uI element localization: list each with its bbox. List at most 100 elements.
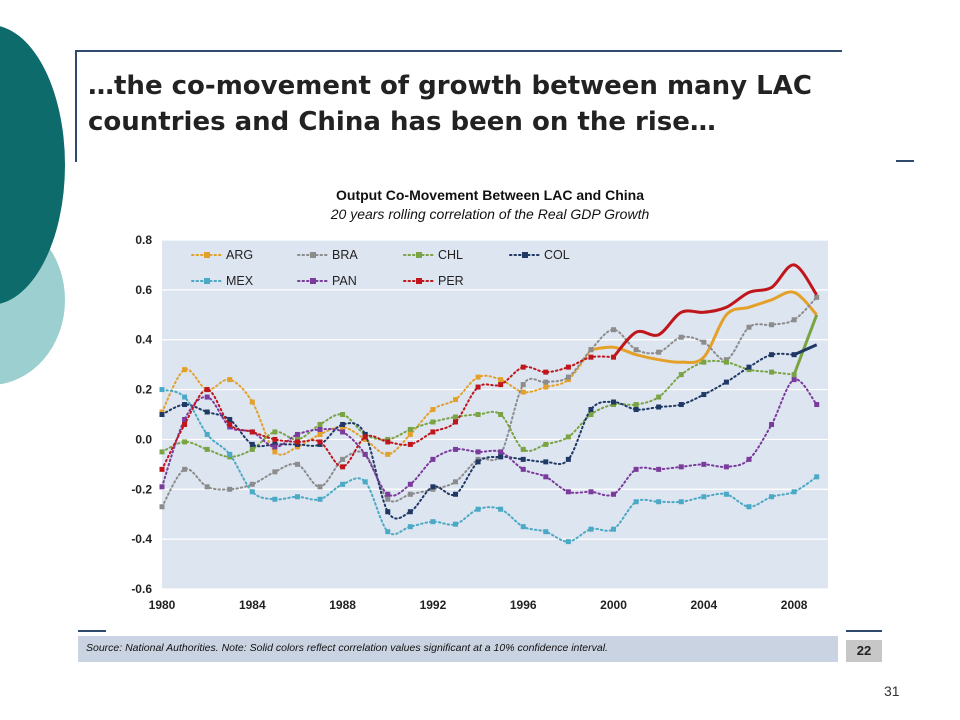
data-point-col — [407, 509, 413, 515]
data-point-chl — [452, 414, 458, 420]
data-point-mex — [272, 496, 278, 502]
data-point-mex — [159, 387, 165, 393]
data-point-chl — [520, 446, 526, 452]
data-point-per — [407, 441, 413, 447]
data-point-per — [430, 429, 436, 435]
series-line-solid-per — [612, 263, 818, 359]
chart-title: Output Co-Movement Between LAC and China — [336, 187, 644, 203]
data-point-per — [182, 421, 188, 427]
data-point-chl — [701, 359, 707, 365]
y-tick-label: 0.0 — [135, 432, 152, 446]
data-point-mex — [498, 506, 504, 512]
data-point-chl — [475, 412, 481, 417]
data-point-pan — [204, 394, 210, 400]
data-point-mex — [340, 481, 346, 487]
data-point-col — [204, 409, 210, 415]
data-point-pan — [475, 449, 481, 455]
data-point-col — [611, 399, 617, 405]
data-point-chl — [204, 446, 210, 452]
data-point-mex — [227, 451, 233, 457]
data-point-chl — [588, 412, 594, 417]
data-point-per — [452, 419, 458, 425]
page-box: 22 — [846, 640, 882, 662]
data-point-pan — [814, 402, 820, 408]
y-tick-label: 0.2 — [135, 383, 152, 397]
y-tick-label: 0.6 — [135, 283, 152, 297]
data-point-col — [588, 407, 594, 413]
data-point-bra — [814, 294, 820, 300]
legend-label-per: PER — [438, 274, 464, 288]
data-point-per — [611, 354, 617, 360]
data-point-mex — [362, 479, 368, 485]
slide-number: 31 — [884, 683, 900, 699]
data-point-mex — [475, 506, 481, 512]
data-point-pan — [701, 461, 707, 467]
data-point-per — [272, 436, 278, 442]
data-point-per — [385, 439, 391, 445]
data-point-col — [182, 402, 188, 408]
y-tick-label: 0.4 — [135, 333, 152, 347]
data-point-mex — [452, 521, 458, 527]
data-point-bra — [633, 347, 639, 353]
data-point-chl — [340, 412, 346, 417]
data-point-pan — [611, 491, 617, 497]
data-point-bra — [340, 456, 346, 462]
data-point-per — [227, 421, 233, 427]
data-point-col — [385, 509, 391, 515]
data-point-pan — [723, 464, 729, 470]
data-point-bra — [769, 322, 775, 328]
data-point-mex — [182, 394, 188, 400]
x-tick-label: 1996 — [510, 598, 537, 612]
legend-marker-chl — [416, 252, 422, 258]
data-point-pan — [182, 416, 188, 422]
data-point-mex — [633, 499, 639, 505]
data-point-arg — [520, 389, 526, 395]
data-point-arg — [272, 449, 278, 455]
data-point-chl — [317, 421, 323, 427]
data-point-arg — [317, 431, 323, 437]
data-point-chl — [769, 369, 775, 375]
data-point-col — [543, 459, 549, 465]
data-point-chl — [249, 446, 255, 452]
data-point-col — [475, 459, 481, 465]
data-point-col — [769, 352, 775, 358]
data-point-mex — [611, 526, 617, 532]
y-tick-label: -0.4 — [131, 532, 152, 546]
data-point-mex — [520, 524, 526, 530]
x-tick-label: 1988 — [329, 598, 356, 612]
legend-marker-per — [416, 278, 422, 284]
data-point-mex — [204, 431, 210, 437]
source-bar — [78, 636, 838, 662]
data-point-mex — [723, 491, 729, 497]
data-point-bra — [588, 347, 594, 353]
data-point-bra — [678, 334, 684, 340]
data-point-pan — [385, 491, 391, 497]
data-point-mex — [746, 504, 752, 510]
data-point-chl — [272, 429, 278, 435]
data-point-bra — [565, 374, 571, 380]
slide-title: …the co-movement of growth between many … — [88, 71, 812, 137]
data-point-col — [340, 421, 346, 427]
data-point-col — [791, 352, 797, 358]
data-point-pan — [520, 466, 526, 472]
legend-marker-arg — [204, 252, 210, 258]
data-point-col — [159, 412, 165, 417]
data-point-bra — [159, 504, 165, 510]
chart-subtitle: 20 years rolling correlation of the Real… — [330, 206, 650, 222]
x-tick-label: 1992 — [420, 598, 447, 612]
data-point-arg — [249, 399, 255, 405]
data-point-col — [633, 407, 639, 413]
data-point-bra — [701, 339, 707, 345]
data-point-col — [430, 484, 436, 490]
data-point-mex — [430, 519, 436, 525]
data-point-bra — [227, 486, 233, 492]
data-point-pan — [769, 421, 775, 427]
data-point-mex — [588, 526, 594, 532]
x-tick-label: 2008 — [781, 598, 808, 612]
data-point-col — [565, 456, 571, 462]
y-tick-label: -0.2 — [131, 482, 152, 496]
data-point-mex — [317, 496, 323, 502]
y-tick-label: 0.8 — [135, 233, 152, 247]
data-point-bra — [294, 461, 300, 467]
